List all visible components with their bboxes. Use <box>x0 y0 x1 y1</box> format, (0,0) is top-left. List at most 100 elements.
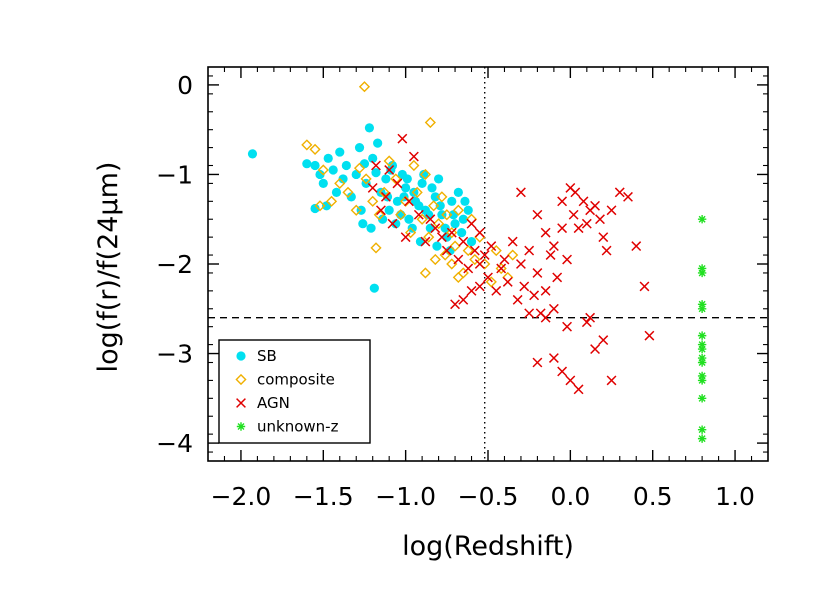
data-point-SB <box>247 149 258 159</box>
data-point-composite <box>400 195 412 207</box>
data-point-SB <box>402 174 412 184</box>
data-point-composite <box>390 173 402 185</box>
data-point-unknown-z <box>697 300 707 309</box>
data-point-AGN <box>384 165 395 175</box>
data-point-SB <box>392 196 403 206</box>
data-point-AGN <box>486 241 497 252</box>
data-point-AGN <box>474 227 485 238</box>
data-point-AGN <box>573 384 584 395</box>
data-point-AGN <box>441 245 452 256</box>
data-point-AGN <box>557 196 568 207</box>
data-point-AGN <box>524 308 535 319</box>
data-point-composite <box>465 213 478 225</box>
data-point-SB <box>430 192 440 202</box>
tick-labels: −2.0 −1.5 −1.0 −0.5 0.0 0.5 1.0 0 −1 −2 −3 −4 <box>156 71 755 511</box>
data-point-composite <box>367 195 379 207</box>
data-point-SB <box>419 169 429 180</box>
data-point-SB <box>364 123 375 133</box>
data-point-SB <box>417 178 427 189</box>
data-point-AGN <box>499 254 510 265</box>
data-point-AGN <box>453 254 464 265</box>
data-point-SB <box>382 192 393 202</box>
legend-marker-unknown-z <box>236 422 246 431</box>
data-point-SB <box>450 219 460 229</box>
data-point-SB <box>341 160 351 171</box>
data-point-composite <box>317 164 329 176</box>
data-point-SB <box>351 169 361 180</box>
data-point-AGN <box>413 209 424 220</box>
data-point-AGN <box>507 236 518 247</box>
data-points <box>247 81 707 443</box>
data-point-composite <box>416 213 428 225</box>
data-point-composite <box>446 258 458 270</box>
data-point-composite <box>353 162 366 174</box>
data-point-SB <box>424 210 434 220</box>
data-point-SB <box>377 214 388 224</box>
data-point-AGN <box>420 236 431 247</box>
legend-label: unknown-z <box>257 418 339 436</box>
data-point-composite <box>423 231 435 243</box>
data-point-AGN <box>458 236 469 247</box>
data-point-SB <box>335 147 345 157</box>
data-point-unknown-z <box>697 353 707 363</box>
data-point-composite <box>301 139 313 151</box>
data-point-SB <box>371 168 381 178</box>
data-point-unknown-z <box>697 371 707 381</box>
data-point-AGN <box>573 223 584 234</box>
data-point-SB <box>401 183 411 193</box>
data-point-composite <box>485 276 497 288</box>
data-point-composite <box>429 253 441 266</box>
data-point-unknown-z <box>697 304 707 313</box>
legend-marker-SB <box>236 351 246 361</box>
data-point-AGN <box>644 330 655 341</box>
data-point-unknown-z <box>697 340 707 349</box>
data-point-SB <box>415 237 426 247</box>
data-point-SB <box>466 237 477 247</box>
data-point-AGN <box>562 254 572 265</box>
data-point-AGN <box>474 281 485 292</box>
data-point-AGN <box>367 182 378 193</box>
data-point-AGN <box>601 245 612 256</box>
data-point-composite <box>419 267 432 279</box>
data-point-composite <box>342 186 354 198</box>
data-point-composite <box>452 204 464 216</box>
data-point-AGN <box>450 299 460 310</box>
data-point-unknown-z <box>697 331 707 340</box>
data-point-SB <box>358 219 368 229</box>
data-point-AGN <box>585 312 596 323</box>
data-point-SB <box>346 192 356 202</box>
data-point-unknown-z <box>697 215 707 224</box>
data-point-composite <box>436 191 448 203</box>
x-tick-label: 0.5 <box>633 482 673 511</box>
data-point-AGN <box>570 187 581 198</box>
data-point-SB <box>310 160 320 171</box>
data-point-composite <box>424 116 436 129</box>
data-point-composite <box>449 240 461 252</box>
data-point-AGN <box>581 317 592 328</box>
data-point-AGN <box>491 285 502 296</box>
data-point-AGN <box>565 375 576 386</box>
data-point-AGN <box>404 196 414 207</box>
data-point-AGN <box>524 245 535 256</box>
data-point-AGN <box>562 321 572 332</box>
data-point-SB <box>338 174 348 184</box>
data-point-SB <box>323 153 333 163</box>
data-point-AGN <box>532 357 543 368</box>
legend-label: SB <box>257 347 277 365</box>
data-point-AGN <box>466 218 477 229</box>
data-point-AGN <box>387 218 398 229</box>
data-point-AGN <box>430 223 441 234</box>
data-point-composite <box>370 242 382 254</box>
data-point-SB <box>463 205 473 215</box>
data-point-AGN <box>502 276 513 287</box>
data-point-unknown-z <box>697 434 707 443</box>
data-point-SB <box>460 196 470 206</box>
data-point-AGN <box>598 232 609 243</box>
data-point-AGN <box>512 294 523 305</box>
data-point-composite <box>439 249 451 261</box>
data-point-composite <box>373 209 385 221</box>
data-point-AGN <box>590 200 600 211</box>
legend-label: AGN <box>257 394 290 412</box>
data-point-SB <box>453 187 463 197</box>
